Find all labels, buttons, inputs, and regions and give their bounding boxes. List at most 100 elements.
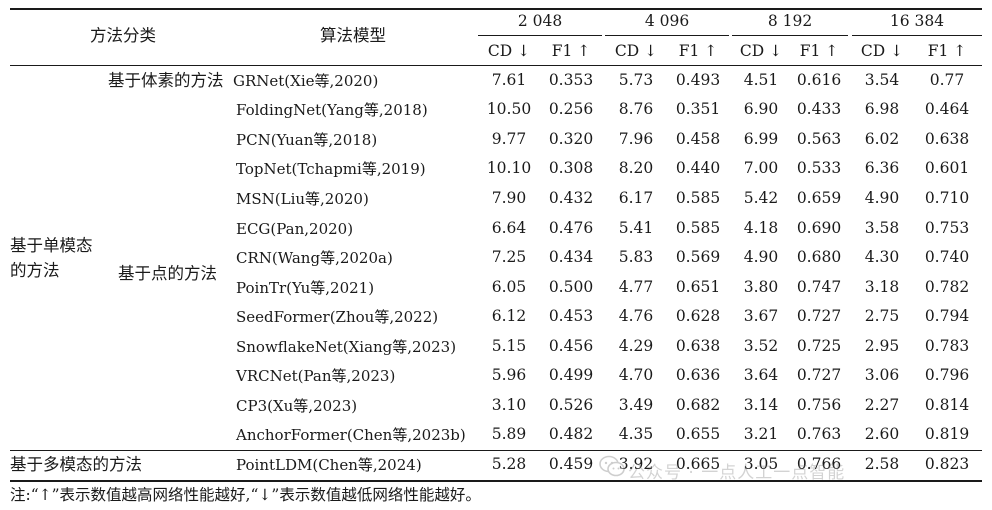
f1-value: 0.533 — [796, 159, 842, 177]
cd-value: 2.75 — [864, 307, 900, 325]
cd-value: 7.90 — [491, 189, 527, 207]
f1-value: 0.638 — [675, 337, 721, 355]
f1-value: 0.763 — [796, 425, 842, 443]
group-multi-modal-label: 基于多模态的方法 — [10, 455, 142, 474]
group-voxel-label: 基于体素的方法 — [108, 71, 224, 90]
f1-value: 0.434 — [548, 248, 594, 266]
f1-value: 0.320 — [548, 130, 594, 148]
cd-value: 6.64 — [491, 219, 527, 237]
model-name: TopNet(Tchapmi等,2019) — [236, 160, 426, 178]
cd-value: 4.29 — [618, 337, 654, 355]
cd-value: 7.61 — [491, 71, 527, 89]
f1-value: 0.756 — [796, 396, 842, 414]
cd-value: 5.83 — [618, 248, 654, 266]
watermark-text: 公众号 · 一点人工一点智能 — [628, 463, 846, 483]
cd-value: 4.18 — [743, 219, 779, 237]
cd-value: 7.00 — [743, 159, 779, 177]
f1-value: 0.725 — [796, 337, 842, 355]
cd-value: 3.67 — [743, 307, 779, 325]
cd-value: 2.60 — [864, 425, 900, 443]
model-name: VRCNet(Pan等,2023) — [236, 367, 396, 385]
model-name: AnchorFormer(Chen等,2023b) — [236, 426, 466, 444]
f1-value: 0.353 — [548, 71, 594, 89]
f1-value: 0.782 — [924, 278, 970, 296]
f1-value: 0.766 — [796, 455, 842, 473]
top-rule — [10, 8, 982, 10]
table-note: 注:“↑”表示数值越高网络性能越好,“↓”表示数值越低网络性能越好。 — [10, 486, 481, 504]
cd-header-4096: CD ↓ — [614, 42, 658, 60]
f1-value: 0.476 — [548, 219, 594, 237]
f1-value: 0.655 — [675, 425, 721, 443]
f1-value: 0.433 — [796, 100, 842, 118]
cd-value: 6.05 — [491, 278, 527, 296]
resolution-underline-8192 — [732, 35, 848, 36]
cd-value: 3.58 — [864, 219, 900, 237]
f1-value: 0.440 — [675, 159, 721, 177]
f1-value: 0.569 — [675, 248, 721, 266]
cd-value: 3.54 — [864, 71, 900, 89]
f1-value: 0.77 — [929, 71, 965, 89]
cd-value: 6.36 — [864, 159, 900, 177]
cd-value: 5.15 — [491, 337, 527, 355]
cd-value: 3.64 — [743, 366, 779, 384]
f1-header-8192: F1 ↑ — [799, 42, 839, 60]
cd-value: 7.25 — [491, 248, 527, 266]
f1-value: 0.783 — [924, 337, 970, 355]
f1-value: 0.499 — [548, 366, 594, 384]
cd-value: 4.76 — [618, 307, 654, 325]
resolution-8192: 8 192 — [767, 12, 813, 30]
cd-value: 8.76 — [618, 100, 654, 118]
f1-value: 0.616 — [796, 71, 842, 89]
cd-value: 3.92 — [618, 455, 654, 473]
f1-value: 0.351 — [675, 100, 721, 118]
cd-value: 3.06 — [864, 366, 900, 384]
header-category: 方法分类 — [90, 26, 156, 45]
cd-value: 4.51 — [743, 71, 779, 89]
cd-value: 10.10 — [486, 159, 532, 177]
f1-value: 0.601 — [924, 159, 970, 177]
f1-value: 0.308 — [548, 159, 594, 177]
model-name: CRN(Wang等,2020a) — [236, 249, 393, 267]
wechat-icon — [599, 455, 625, 477]
cd-value: 3.14 — [743, 396, 779, 414]
cd-value: 2.58 — [864, 455, 900, 473]
resolution-4096: 4 096 — [644, 12, 690, 30]
f1-value: 0.464 — [924, 100, 970, 118]
f1-value: 0.753 — [924, 219, 970, 237]
cd-value: 3.52 — [743, 337, 779, 355]
cd-header-2048: CD ↓ — [487, 42, 531, 60]
f1-value: 0.456 — [548, 337, 594, 355]
cd-value: 6.12 — [491, 307, 527, 325]
cd-value: 6.17 — [618, 189, 654, 207]
f1-value: 0.680 — [796, 248, 842, 266]
multimodal-rule — [10, 450, 982, 451]
bottom-rule — [10, 480, 982, 482]
group-single-modal-line2: 的方法 — [10, 261, 60, 280]
f1-value: 0.690 — [796, 219, 842, 237]
f1-value: 0.585 — [675, 219, 721, 237]
cd-value: 10.50 — [486, 100, 532, 118]
cd-value: 6.90 — [743, 100, 779, 118]
f1-value: 0.651 — [675, 278, 721, 296]
f1-value: 0.796 — [924, 366, 970, 384]
cd-value: 9.77 — [491, 130, 527, 148]
f1-value: 0.628 — [675, 307, 721, 325]
model-name: PoinTr(Yu等,2021) — [236, 279, 375, 297]
f1-value: 0.823 — [924, 455, 970, 473]
cd-value: 5.89 — [491, 425, 527, 443]
f1-header-2048: F1 ↑ — [551, 42, 591, 60]
cd-value: 3.21 — [743, 425, 779, 443]
f1-value: 0.526 — [548, 396, 594, 414]
cd-header-8192: CD ↓ — [739, 42, 783, 60]
cd-value: 2.27 — [864, 396, 900, 414]
cd-value: 5.42 — [743, 189, 779, 207]
cd-value: 3.49 — [618, 396, 654, 414]
f1-value: 0.458 — [675, 130, 721, 148]
resolution-2048: 2 048 — [517, 12, 563, 30]
resolution-underline-16384 — [852, 35, 982, 36]
cd-value: 5.96 — [491, 366, 527, 384]
cd-value: 7.96 — [618, 130, 654, 148]
f1-value: 0.727 — [796, 307, 842, 325]
f1-header-16384: F1 ↑ — [927, 42, 967, 60]
